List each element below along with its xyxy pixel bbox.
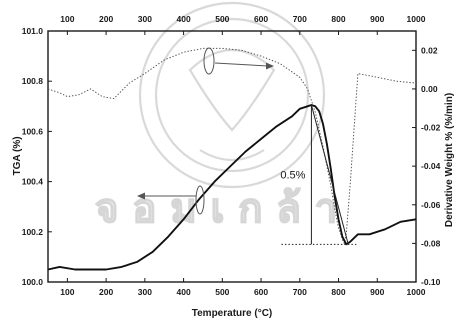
svg-text:จ อ ม เ ก ล้ า: จ อ ม เ ก ล้ า	[95, 186, 337, 232]
dtg-pointer-arrowhead	[266, 62, 274, 70]
x-tick-label: 700	[293, 287, 307, 297]
x-tick-label: 100	[60, 287, 74, 297]
dtg-pointer-ellipse	[203, 47, 215, 75]
x-tick-label-top: 700	[293, 14, 307, 24]
dtg-pointer-arrow	[214, 62, 269, 67]
y-tick-label: 101.0	[22, 26, 44, 36]
mass-change-diagonal	[310, 104, 349, 245]
watermark-seal: จ อ ม เ ก ล้ า	[94, 1, 338, 233]
y-axis-label: TGA (%)	[12, 136, 23, 175]
y2-tick-label: 0.02	[421, 45, 438, 55]
x-tick-label: 600	[254, 287, 268, 297]
y-tick-label: 100.2	[22, 227, 44, 237]
mass-change-annotation: 0.5%	[280, 170, 305, 182]
y2-tick-label: -0.02	[421, 123, 441, 133]
tga-pointer-arrowhead	[137, 192, 145, 200]
y-tick-label: 100.4	[22, 177, 44, 187]
x-tick-label-top: 200	[99, 14, 113, 24]
tick-labels: 100 100 200 200 300 300 400 400 500 500 600 600 700 7…	[22, 14, 441, 297]
x-tick-label: 900	[370, 287, 384, 297]
x-tick-label: 400	[176, 287, 190, 297]
x-tick-label: 200	[99, 287, 113, 297]
x-tick-label-top: 600	[254, 14, 268, 24]
x-axis-label: Temperature (°C)	[192, 308, 273, 319]
y2-tick-label: -0.04	[421, 161, 441, 171]
x-tick-label: 800	[331, 287, 345, 297]
y-tick-label: 100.8	[22, 76, 44, 86]
plot-frame	[47, 30, 417, 283]
x-tick-label-top: 900	[370, 14, 384, 24]
y-tick-label: 100.0	[22, 277, 44, 287]
y2-tick-label: -0.10	[421, 277, 441, 287]
x-tick-label-top: 500	[215, 14, 229, 24]
tga-axis-pointer	[137, 185, 205, 215]
y-tick-label: 100.6	[22, 126, 44, 136]
axis-ticks	[48, 30, 417, 283]
y2-tick-label: -0.06	[421, 200, 441, 210]
y2-axis-label: Derivative Weight % (%/min)	[444, 93, 455, 227]
x-tick-label-top: 800	[331, 14, 345, 24]
dtg-axis-pointer	[203, 47, 274, 75]
x-tick-label: 1000	[407, 287, 426, 297]
x-tick-label-top: 400	[176, 14, 190, 24]
x-tick-label: 500	[215, 287, 229, 297]
x-tick-label-top: 100	[60, 14, 74, 24]
y2-tick-label: -0.08	[421, 238, 441, 248]
x-tick-label: 300	[138, 287, 152, 297]
x-tick-label-top: 300	[138, 14, 152, 24]
x-tick-label-top: 1000	[407, 14, 426, 24]
y2-tick-label: 0.00	[421, 84, 438, 94]
mass-change-markers	[281, 104, 357, 245]
tga-pointer-ellipse	[195, 185, 205, 215]
